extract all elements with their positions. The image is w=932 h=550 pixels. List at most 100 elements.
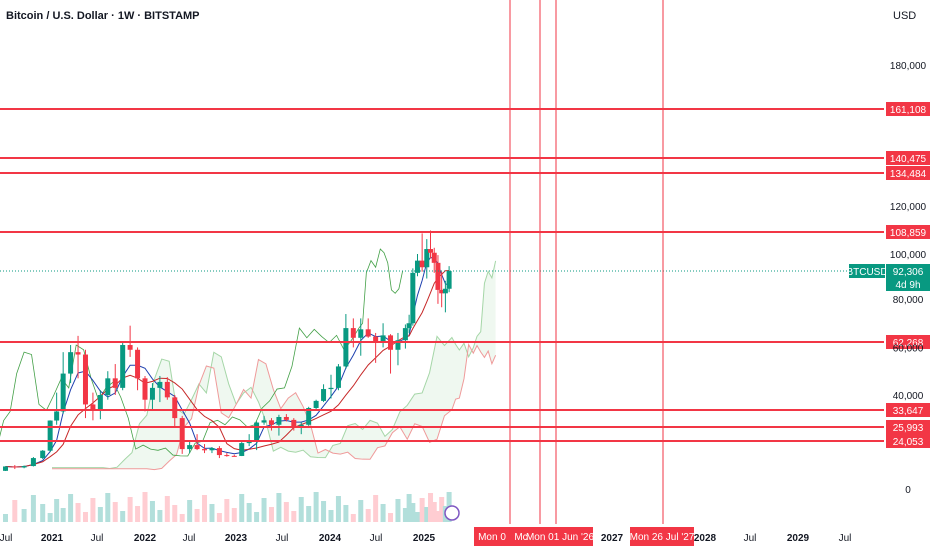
candle-body: [149, 387, 155, 400]
volume-bar: [12, 500, 18, 522]
candle-body: [157, 381, 163, 388]
candle-body: [30, 458, 36, 467]
volume-bar: [321, 501, 327, 522]
volume-bar: [395, 499, 401, 522]
time-axis-tick: Jul: [370, 533, 383, 544]
volume-bar: [358, 500, 364, 522]
volume-bar: [60, 508, 66, 522]
candle-body: [12, 466, 18, 468]
level-price-tag: [886, 420, 930, 434]
candle-body: [68, 352, 74, 374]
volume-bar: [187, 500, 193, 522]
candle-body: [75, 352, 81, 355]
candle-body: [373, 336, 379, 343]
candle-body: [424, 249, 430, 268]
volume-bar: [373, 495, 379, 522]
volume-bar: [179, 514, 185, 522]
candle-body: [231, 455, 237, 457]
candle-body: [254, 422, 260, 442]
level-price-label: 134,484: [890, 169, 927, 180]
cloud-fill: [52, 260, 496, 470]
level-price-label: 161,108: [890, 105, 927, 116]
time-axis-tick: 2027: [601, 533, 624, 544]
level-price-tag: [886, 225, 930, 239]
candle-body: [135, 349, 141, 379]
volume-bar: [82, 512, 88, 522]
horizontal-levels[interactable]: 161,108 140,475 134,484 108,859 62,268 33,647…: [0, 102, 930, 448]
volume-bar: [231, 508, 237, 522]
volume-bar: [216, 513, 222, 522]
volume-bar: [276, 493, 282, 522]
symbol-tag-label: BTCUSD: [846, 267, 887, 278]
time-axis-tick: 2025: [413, 533, 436, 544]
candle-body: [276, 416, 282, 425]
candle-body: [283, 416, 289, 420]
candle-body: [60, 373, 66, 412]
candle-body: [261, 420, 267, 423]
volume-bar: [298, 497, 304, 522]
candle-body: [414, 260, 420, 273]
volume-bar: [350, 514, 356, 522]
volume-bar: [261, 498, 267, 522]
time-axis-tick: 2022: [134, 533, 157, 544]
volume-bar: [439, 497, 445, 522]
candle-body: [343, 328, 349, 367]
candle-body: [298, 424, 304, 427]
candle-body: [431, 252, 437, 263]
vertical-marker-tag: [630, 527, 694, 546]
price-axis-tick: 120,000: [890, 202, 927, 213]
level-price-tag: [886, 434, 930, 448]
candle-body: [335, 366, 341, 388]
candle-body: [209, 448, 215, 451]
price-axis[interactable]: 180,000 120,000 100,000 80,000 60,000 40,000 0: [890, 61, 927, 496]
volume-bar: [112, 502, 118, 522]
volume-bar: [424, 507, 430, 522]
time-axis-tick: Jul: [744, 533, 757, 544]
volume-bar: [120, 511, 126, 522]
time-axis-tick: Jul: [839, 533, 852, 544]
volume-bar: [428, 493, 434, 522]
volume-bar: [68, 494, 74, 522]
price-axis-tick: 80,000: [893, 295, 924, 306]
candle-body: [428, 249, 434, 253]
volume-bar: [380, 504, 386, 522]
volume-bar: [224, 499, 230, 522]
volume-bar: [291, 511, 297, 522]
level-price-tag: [886, 151, 930, 165]
vertical-marker-label: Mc: [514, 532, 527, 543]
currency-label: USD: [893, 10, 917, 22]
candle-body: [246, 441, 252, 444]
volume-bar: [21, 509, 27, 522]
volume-bar: [164, 496, 170, 522]
price-axis-tick: 40,000: [893, 391, 924, 402]
volume-bar: [313, 492, 319, 522]
candle-body: [410, 272, 416, 324]
cloud-span-b: [52, 342, 497, 471]
vertical-marker-tag: [527, 527, 593, 546]
cloud-span-a: [52, 260, 497, 470]
candle-body: [268, 420, 274, 425]
vertical-marker-label: Mon 26 Jul '27: [630, 532, 695, 543]
vertical-marker-label: Mon 01 Jun '26: [526, 532, 595, 543]
candle-body: [90, 404, 96, 411]
time-axis-tick: 2021: [41, 533, 64, 544]
volume-bar: [431, 502, 437, 522]
time-axis-tick: Jul: [0, 533, 12, 544]
time-axis-tick: 2029: [787, 533, 810, 544]
volume-layer: [3, 492, 452, 522]
time-axis[interactable]: Jul 2021 Jul 2022 Jul 2023 Jul 2024 Jul 2025 2027 2…: [0, 505, 852, 544]
volume-bar: [3, 514, 8, 522]
candle-body: [216, 448, 222, 456]
level-price-label: 62,268: [893, 338, 924, 349]
volume-bar: [194, 509, 200, 522]
candle-body: [439, 289, 445, 294]
candle-body: [105, 378, 111, 395]
level-price-tag: [886, 403, 930, 417]
candles-layer: [3, 230, 452, 472]
candle-body: [358, 329, 364, 338]
candle-body: [172, 397, 178, 419]
ichimoku-cloud: [0, 248, 497, 471]
level-price-tag: [886, 102, 930, 116]
